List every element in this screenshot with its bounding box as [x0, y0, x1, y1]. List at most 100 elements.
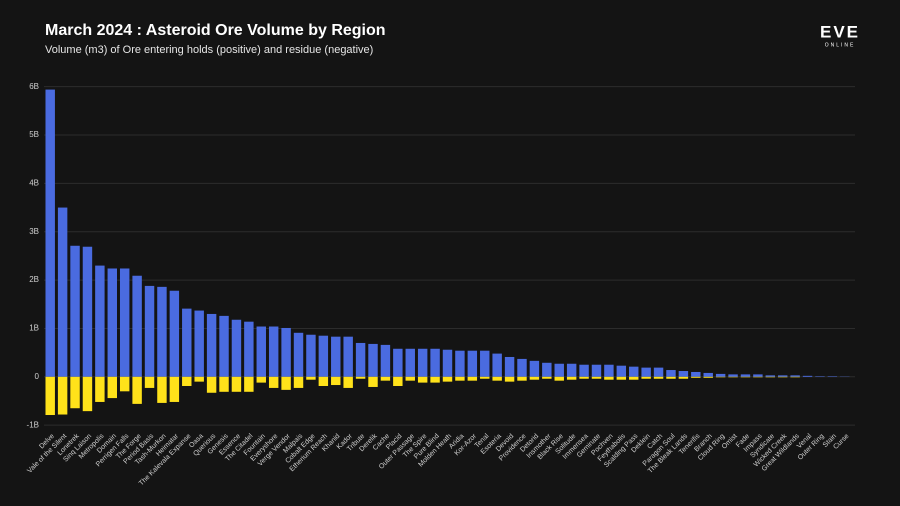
bar: [678, 371, 689, 377]
bar: [169, 376, 180, 402]
bar: [82, 246, 93, 377]
bar: [281, 376, 291, 390]
bar: [119, 376, 130, 392]
bar: [268, 376, 279, 388]
bar: [467, 376, 478, 381]
bar: [380, 376, 391, 381]
bar: [256, 326, 266, 377]
bar: [566, 363, 577, 377]
logo-sub: ONLINE: [825, 42, 856, 48]
bar: [45, 376, 55, 416]
bar: [107, 268, 118, 377]
bar: [331, 336, 341, 377]
bar: [231, 319, 242, 377]
bar: [740, 374, 751, 377]
bar: [169, 290, 180, 377]
bar: [206, 376, 217, 393]
bar: [442, 376, 453, 382]
bar: [703, 372, 713, 377]
bar: [182, 376, 192, 386]
bar: [790, 375, 800, 377]
bar: [455, 350, 465, 377]
bar: [554, 376, 564, 381]
bar: [405, 376, 415, 381]
y-tick-label: 4B: [29, 178, 39, 187]
bar: [57, 207, 68, 377]
bar: [703, 376, 713, 378]
bar: [70, 245, 80, 377]
bar: [666, 370, 676, 377]
bar: [641, 367, 651, 377]
bar: [405, 348, 415, 377]
bar: [529, 360, 540, 377]
bar: [554, 363, 564, 377]
chart-subtitle: Volume (m3) of Ore entering holds (posit…: [45, 44, 373, 56]
bar: [132, 376, 142, 404]
bar: [753, 374, 763, 377]
bar: [629, 366, 639, 377]
bar: [492, 376, 502, 381]
bar: [802, 375, 813, 377]
bar: [244, 321, 254, 377]
bar: [604, 376, 614, 380]
bar: [666, 376, 676, 379]
bar: [107, 376, 118, 399]
y-tick-label: 1B: [29, 324, 39, 333]
bar: [653, 376, 664, 379]
bar: [318, 376, 329, 386]
bar: [393, 376, 403, 386]
bar: [591, 376, 602, 379]
y-tick-label: 3B: [29, 227, 39, 236]
bar: [480, 376, 490, 379]
bar: [492, 353, 502, 377]
bar: [368, 343, 378, 377]
bar: [157, 376, 167, 403]
bar: [368, 376, 378, 387]
bar: [380, 344, 391, 377]
bar: [182, 308, 192, 377]
bar: [504, 376, 515, 382]
bar: [765, 375, 776, 377]
bar: [715, 373, 726, 377]
bar: [157, 286, 167, 377]
bar: [641, 376, 651, 379]
chart-title: March 2024 : Asteroid Ore Volume by Regi…: [45, 22, 386, 39]
bar: [417, 348, 428, 377]
bar: [777, 375, 788, 377]
bar: [393, 348, 403, 377]
bar: [529, 376, 540, 380]
bar: [144, 285, 155, 377]
bar: [281, 327, 291, 377]
bar: [318, 335, 329, 377]
bar: [442, 349, 453, 377]
bar: [293, 376, 304, 388]
bar: [616, 376, 627, 380]
bar: [355, 376, 366, 379]
bar: [82, 376, 93, 412]
bar: [244, 376, 254, 392]
bar: [542, 362, 552, 377]
bar: [70, 376, 80, 409]
bar: [566, 376, 577, 380]
bar: [653, 367, 664, 377]
bar: [728, 374, 738, 377]
bar: [691, 376, 701, 378]
bar: [591, 364, 602, 377]
bar: [45, 89, 55, 377]
bar: [194, 310, 204, 377]
bar: [616, 365, 627, 377]
bar: [144, 376, 155, 388]
bar: [517, 358, 527, 377]
bar: [455, 376, 465, 381]
bar: [206, 313, 217, 377]
bar: [517, 376, 527, 381]
bar: [542, 376, 552, 379]
bar: [678, 376, 689, 379]
bar: [579, 376, 589, 379]
bar: [293, 332, 304, 377]
y-tick-label: 6B: [29, 82, 39, 91]
bar: [231, 376, 242, 392]
bar: [268, 326, 279, 377]
